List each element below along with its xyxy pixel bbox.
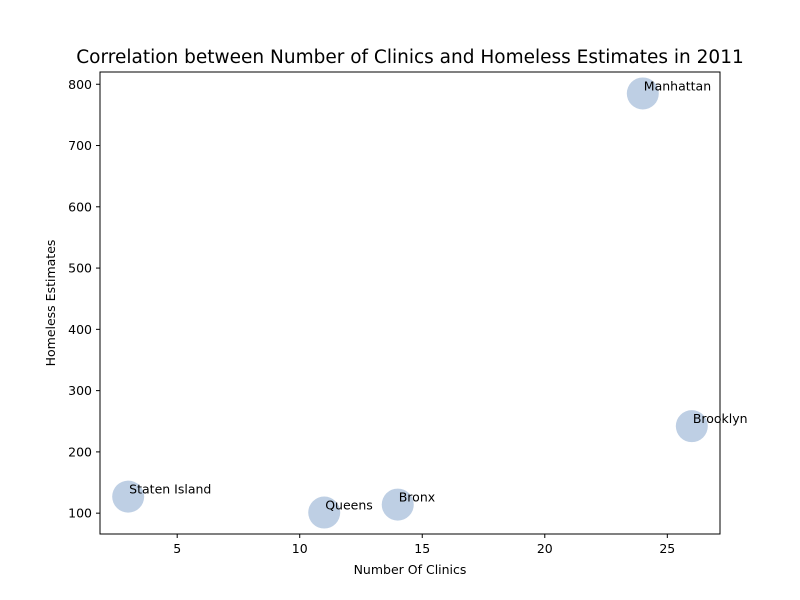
y-tick-label: 100 xyxy=(68,506,92,521)
data-point-marker xyxy=(381,488,414,521)
data-point-marker xyxy=(112,480,145,513)
x-tick-label: 10 xyxy=(292,541,308,556)
data-point-label: Queens xyxy=(325,498,373,513)
plot-area-frame xyxy=(99,71,721,535)
x-axis-label: Number Of Clinics xyxy=(354,562,467,577)
y-tick-label: 400 xyxy=(68,322,92,337)
y-tick-label: 500 xyxy=(68,261,92,276)
y-tick-label: 700 xyxy=(68,138,92,153)
x-tick-label: 15 xyxy=(414,541,430,556)
data-point-label: Bronx xyxy=(399,490,435,505)
x-tick-label: 5 xyxy=(173,541,181,556)
data-point-label: Staten Island xyxy=(129,482,211,497)
y-tick-label: 300 xyxy=(68,383,92,398)
data-point-marker xyxy=(626,77,659,110)
x-tick-label: 25 xyxy=(659,541,675,556)
y-tick-label: 800 xyxy=(68,77,92,92)
y-tick-label: 600 xyxy=(68,199,92,214)
y-tick-label: 200 xyxy=(68,444,92,459)
x-tick-label: 20 xyxy=(537,541,553,556)
chart-title: Correlation between Number of Clinics an… xyxy=(76,47,744,68)
data-point-marker xyxy=(675,410,708,443)
y-axis-label: Homeless Estimates xyxy=(43,240,58,367)
data-point-label: Manhattan xyxy=(644,78,711,93)
points-layer: Staten IslandQueensBronxManhattanBrookly… xyxy=(112,77,748,529)
ticks-layer: 5 10 15 20 25 100 200 300 400 500 600 700 800 xyxy=(68,77,675,556)
data-point-marker xyxy=(308,496,341,529)
